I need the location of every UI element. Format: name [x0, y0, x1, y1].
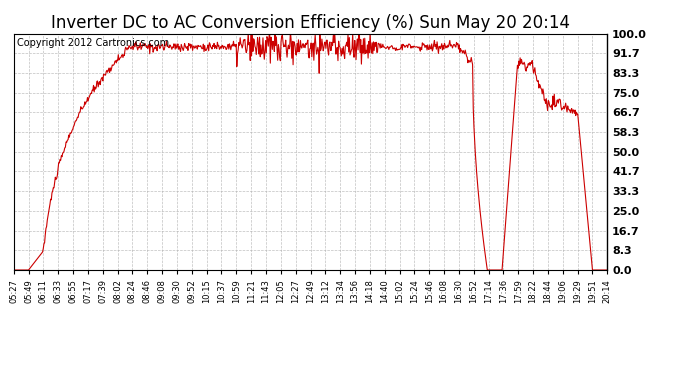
Title: Inverter DC to AC Conversion Efficiency (%) Sun May 20 20:14: Inverter DC to AC Conversion Efficiency …	[51, 14, 570, 32]
Text: Copyright 2012 Cartronics.com: Copyright 2012 Cartronics.com	[17, 39, 169, 48]
